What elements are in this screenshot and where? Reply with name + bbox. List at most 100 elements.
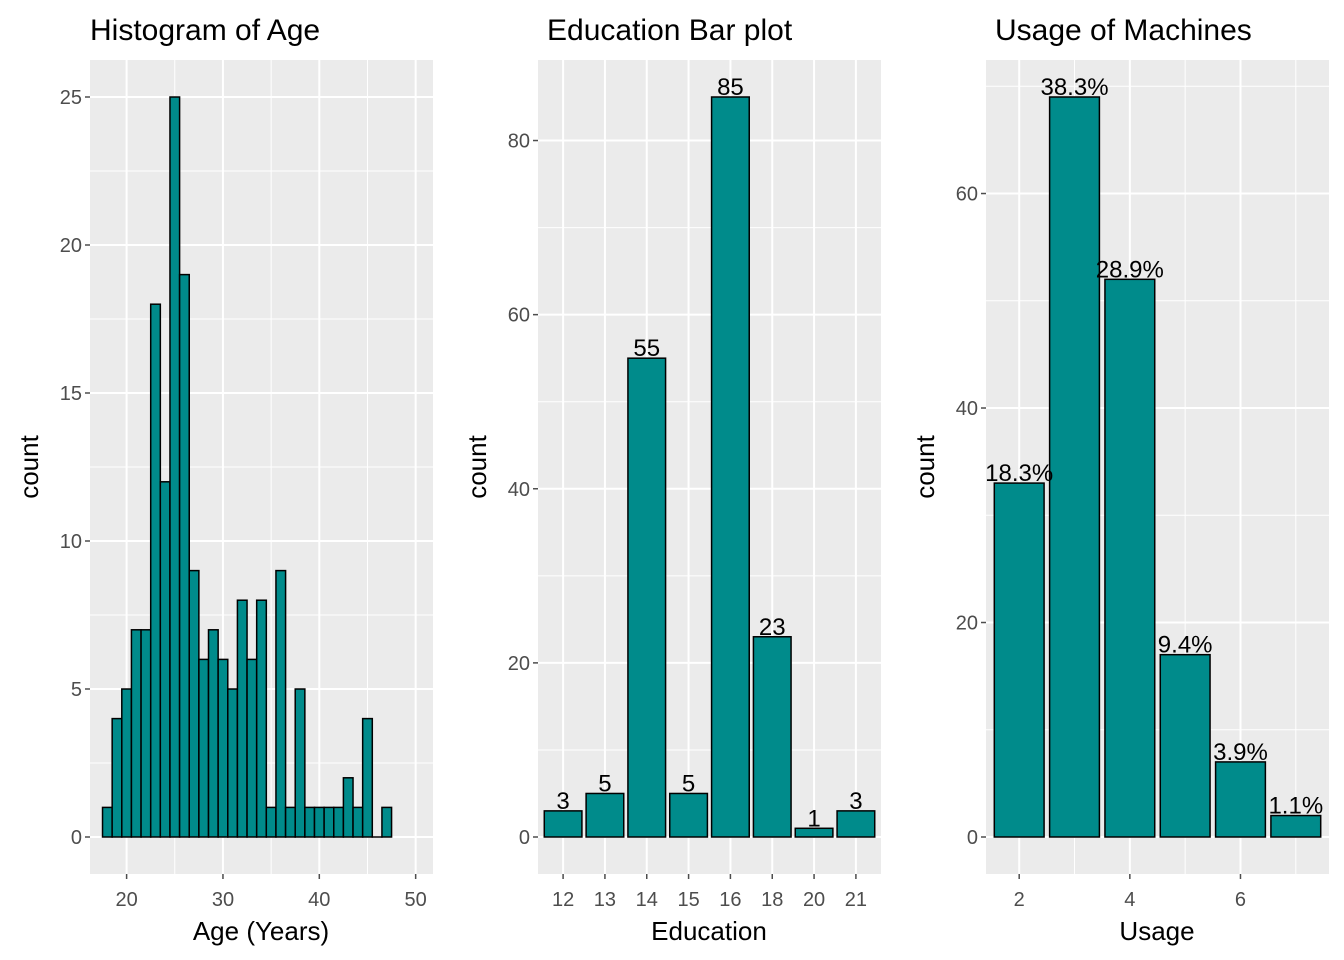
bar <box>1104 278 1156 838</box>
bar <box>1214 761 1267 838</box>
chart-title: Usage of Machines <box>995 14 1252 47</box>
histogram-bar <box>284 806 296 838</box>
bars <box>101 96 393 838</box>
bar-value-label: 3 <box>849 788 862 815</box>
x-tick-label: 2 <box>1014 889 1025 911</box>
x-tick-label: 20 <box>803 889 825 911</box>
histogram-bar <box>178 273 190 838</box>
x-tick-label: 15 <box>677 889 699 911</box>
y-tick-label: 0 <box>71 827 82 849</box>
x-tick-label: 18 <box>761 889 783 911</box>
bars <box>993 96 1322 838</box>
ticks: 0 5 10 15 20 25 20 30 40 50 <box>60 87 427 911</box>
x-axis-title: Education <box>651 916 767 946</box>
data-labels: 18.3% 38.3% 28.9% 9.4% 3.9%1.1% <box>985 74 1323 820</box>
plot-background <box>538 60 881 874</box>
y-axis-title: count <box>14 434 44 498</box>
y-tick-label: 40 <box>508 479 530 501</box>
histogram-bar <box>159 481 171 838</box>
x-tick-label: 4 <box>1124 889 1135 911</box>
histogram-bar <box>111 717 123 838</box>
histogram-bar <box>236 599 248 838</box>
histogram-bar <box>294 688 306 838</box>
histogram-bar <box>265 806 277 838</box>
y-axis-title: count <box>910 434 940 498</box>
bar <box>794 827 834 838</box>
bar-value-label: 5 <box>598 770 611 797</box>
bar-value-label: 18.3% <box>985 460 1053 487</box>
histogram-bar <box>198 658 210 838</box>
histogram-bar <box>333 806 345 838</box>
bar-value-label: 9.4% <box>1158 632 1213 659</box>
x-tick-label: 12 <box>552 889 574 911</box>
usage-bar-panel: Usage of Machines 18.3% 38.3% 28.9% 9.4% 3.9… <box>910 14 1329 946</box>
histogram-bar <box>352 806 364 838</box>
histogram-bar <box>381 806 393 838</box>
x-axis-title: Age (Years) <box>193 916 329 946</box>
x-tick-label: 50 <box>405 889 427 911</box>
chart-title: Histogram of Age <box>90 14 320 47</box>
histogram-bar <box>342 777 354 838</box>
ticks: 0 20 40 60 2 4 6 <box>956 184 1246 911</box>
histogram-bar <box>188 569 200 838</box>
x-axis-title: Usage <box>1119 916 1194 946</box>
y-tick-label: 60 <box>508 305 530 327</box>
x-tick-label: 13 <box>594 889 616 911</box>
bar <box>752 636 792 838</box>
histogram-bar <box>217 658 229 838</box>
bar <box>836 810 876 838</box>
bar-value-label: 3 <box>556 788 569 815</box>
x-tick-label: 40 <box>308 889 330 911</box>
bar-value-label: 1 <box>807 805 820 832</box>
chart-title: Education Bar plot <box>547 14 793 47</box>
y-tick-label: 0 <box>519 827 530 849</box>
bar <box>585 792 625 838</box>
histogram-bar <box>313 806 325 838</box>
bar-value-label: 23 <box>759 614 786 641</box>
histogram-bar <box>140 629 152 838</box>
bar-value-label: 85 <box>717 74 744 101</box>
bar <box>1270 814 1322 838</box>
histogram-bar <box>275 569 287 838</box>
age-histogram-panel: Histogram of Age 0 5 10 15 20 25 20 30 40 50 Age … <box>14 14 433 946</box>
bar <box>669 792 709 838</box>
histogram-bar <box>255 599 268 838</box>
bar-value-label: 1.1% <box>1268 793 1323 820</box>
x-tick-label: 6 <box>1235 889 1246 911</box>
bar-value-label: 5 <box>682 770 695 797</box>
bar <box>993 482 1045 838</box>
bar <box>543 810 583 838</box>
bar-value-label: 28.9% <box>1096 256 1164 283</box>
y-axis-title: count <box>462 434 492 498</box>
x-tick-label: 14 <box>636 889 658 911</box>
bar-value-label: 38.3% <box>1040 74 1108 101</box>
bar-value-label: 55 <box>633 335 660 362</box>
y-tick-label: 10 <box>60 531 82 553</box>
y-tick-label: 15 <box>60 383 82 405</box>
y-tick-label: 20 <box>60 235 82 257</box>
bar <box>627 357 667 838</box>
histogram-bar <box>101 806 113 838</box>
histogram-bar <box>121 688 133 838</box>
y-tick-label: 40 <box>956 398 978 420</box>
histogram-bar <box>323 806 335 838</box>
x-tick-label: 20 <box>115 889 137 911</box>
y-tick-label: 20 <box>508 653 530 675</box>
bar-value-label: 3.9% <box>1213 739 1268 766</box>
y-tick-label: 80 <box>508 131 530 153</box>
y-tick-label: 5 <box>71 679 82 701</box>
histogram-bar <box>169 96 181 838</box>
histogram-bar <box>130 629 142 838</box>
x-tick-label: 30 <box>212 889 234 911</box>
y-tick-label: 0 <box>967 827 978 849</box>
histogram-bar <box>207 629 219 838</box>
y-tick-label: 60 <box>956 184 978 206</box>
histogram-bar <box>304 806 316 838</box>
bar <box>1048 96 1101 838</box>
x-tick-label: 21 <box>845 889 867 911</box>
bar <box>1159 653 1211 838</box>
